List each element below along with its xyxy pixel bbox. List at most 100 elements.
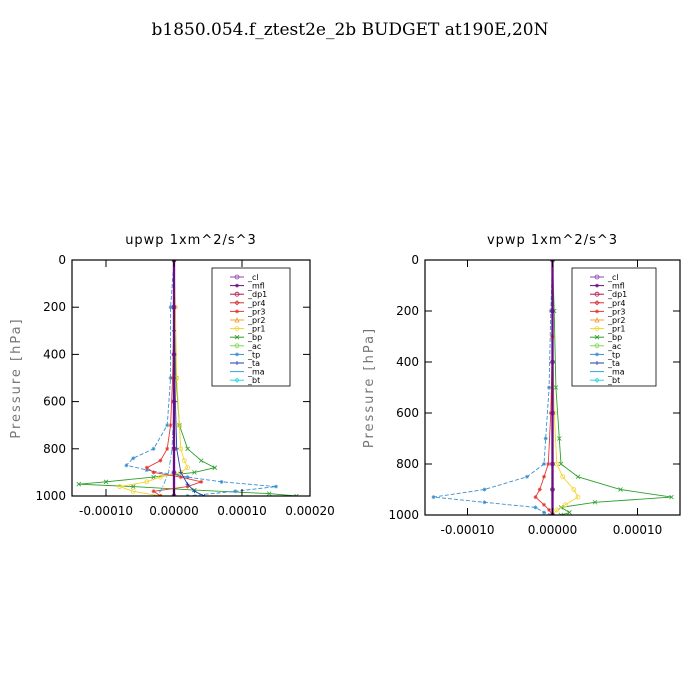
data-point — [482, 487, 487, 492]
y-axis-label: Pressure [hPa] — [9, 317, 24, 438]
legend-marker — [595, 361, 599, 365]
y-tick-label: 800 — [43, 442, 66, 456]
data-point — [567, 510, 572, 515]
data-point — [185, 465, 191, 471]
legend-marker — [594, 274, 600, 280]
data-point — [525, 474, 529, 479]
data-point — [151, 489, 156, 494]
data-point — [178, 446, 184, 452]
data-point — [537, 487, 542, 492]
data-point — [117, 484, 122, 489]
data-point — [170, 376, 175, 380]
legend-label: _pr4 — [607, 299, 625, 308]
legend-marker — [235, 361, 239, 365]
data-point — [76, 481, 82, 487]
data-point — [547, 385, 552, 390]
legend-marker — [235, 352, 239, 357]
legend-marker — [235, 309, 239, 314]
legend-label: _ac — [247, 342, 261, 351]
series-line-tp — [433, 260, 553, 515]
legend-label: _bp — [247, 333, 262, 342]
data-point — [542, 502, 546, 507]
legend-label: _ta — [247, 359, 260, 368]
data-point — [618, 487, 623, 492]
data-point — [130, 484, 136, 489]
data-point — [431, 495, 436, 500]
legend: _cl_mfl_dp1_pr4_pr3_pr2_pr1_bp_ac_tp_ta_… — [571, 267, 657, 387]
data-point — [172, 352, 176, 357]
data-point — [542, 510, 546, 515]
legend-label: _tp — [247, 350, 260, 359]
legend-label: _tp — [607, 350, 620, 359]
data-point — [192, 489, 197, 494]
legend-label: _pr2 — [607, 316, 625, 325]
y-tick-label: 600 — [396, 406, 419, 420]
legend-label: _pr1 — [247, 325, 265, 334]
data-point — [124, 463, 129, 468]
data-point — [158, 458, 163, 463]
series-group — [76, 260, 299, 496]
legend-label: _pr4 — [247, 299, 265, 308]
data-point — [274, 484, 278, 489]
x-tick-label: 0.00020 — [285, 504, 335, 518]
data-point — [151, 470, 156, 475]
y-tick-label: 400 — [43, 347, 66, 361]
data-point — [557, 436, 562, 441]
legend-marker — [234, 274, 240, 280]
data-point — [571, 487, 577, 492]
data-point — [168, 423, 173, 428]
data-point — [181, 458, 187, 464]
data-point — [482, 500, 487, 505]
legend-marker — [235, 283, 239, 288]
data-point — [219, 479, 224, 484]
data-point — [172, 470, 176, 475]
data-point — [533, 495, 538, 500]
data-point — [185, 475, 190, 480]
data-point — [202, 494, 207, 496]
data-point — [558, 461, 564, 467]
data-point — [533, 505, 538, 510]
data-point — [144, 465, 149, 470]
data-point — [560, 474, 566, 480]
x-tick-label: -0.00010 — [79, 504, 133, 518]
data-point — [151, 474, 156, 480]
legend-marker — [594, 343, 600, 349]
legend-label: _bt — [247, 376, 260, 385]
legend-label: _dp1 — [247, 290, 267, 299]
legend-label: _pr2 — [247, 316, 265, 325]
legend-marker — [234, 300, 240, 306]
data-point — [550, 309, 555, 313]
data-point — [546, 462, 551, 466]
y-tick-label: 1000 — [35, 489, 66, 503]
y-tick-label: 200 — [43, 300, 66, 314]
x-tick-label: 0.00000 — [528, 523, 578, 537]
data-point — [212, 465, 218, 470]
legend-label: _cl — [607, 273, 619, 282]
data-point — [165, 423, 170, 428]
legend-label: _mfl — [607, 282, 625, 291]
data-point — [130, 488, 136, 494]
data-point — [185, 482, 190, 487]
chart-title: upwp 1xm^2/s^3 — [125, 233, 257, 248]
x-tick-label: 0.00010 — [217, 504, 267, 518]
legend: _cl_mfl_dp1_pr4_pr3_pr2_pr1_bp_ac_tp_ta_… — [211, 267, 291, 387]
data-point — [199, 479, 204, 484]
data-point — [554, 507, 560, 513]
legend-marker — [234, 377, 240, 383]
data-point — [575, 494, 581, 500]
x-tick-label: 0.00000 — [149, 504, 199, 518]
y-tick-label: 1000 — [388, 508, 419, 522]
data-point — [192, 470, 197, 475]
legend-label: _ma — [607, 368, 625, 377]
legend-marker — [234, 334, 240, 340]
data-point — [553, 385, 559, 390]
y-tick-label: 200 — [396, 304, 419, 318]
legend-marker — [594, 377, 600, 383]
data-point — [550, 360, 555, 364]
legend-label: _bt — [607, 376, 620, 385]
data-point — [172, 446, 176, 451]
legend-label: _bp — [607, 333, 622, 342]
data-point — [185, 446, 190, 452]
data-point — [550, 411, 555, 415]
